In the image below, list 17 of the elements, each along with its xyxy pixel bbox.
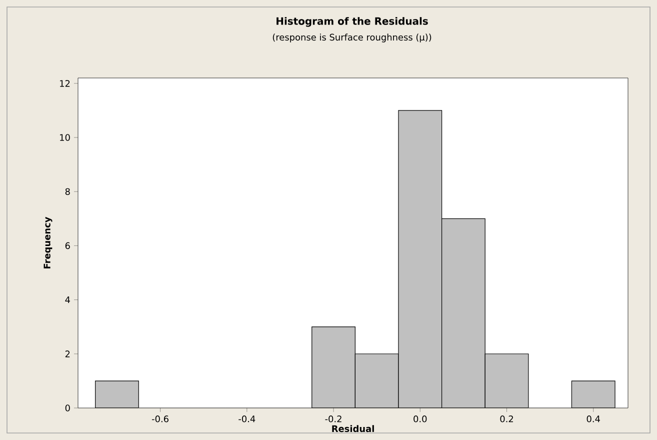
x-tick-label: 0.4 (586, 416, 600, 422)
chart-subtitle: (response is Surface roughness (μ)) (272, 34, 432, 42)
x-tick-label: -0.2 (325, 416, 342, 422)
chart-title: Histogram of the Residuals (276, 17, 428, 27)
y-tick-label: 12 (60, 80, 70, 87)
x-tick-label: -0.4 (238, 416, 256, 422)
y-tick-label: 8 (65, 188, 70, 195)
y-axis-title: Frequency (44, 216, 52, 268)
x-tick-label: -0.6 (152, 416, 168, 422)
x-tick-label: 0.2 (500, 416, 513, 422)
y-tick-label: 2 (65, 350, 70, 358)
x-axis-title: Residual (332, 425, 374, 432)
y-tick-label: 10 (60, 134, 70, 141)
y-tick-label: 0 (65, 404, 70, 412)
y-tick-label: 6 (65, 242, 70, 250)
x-tick-label: 0.0 (414, 416, 427, 422)
y-tick-label: 4 (65, 296, 70, 304)
